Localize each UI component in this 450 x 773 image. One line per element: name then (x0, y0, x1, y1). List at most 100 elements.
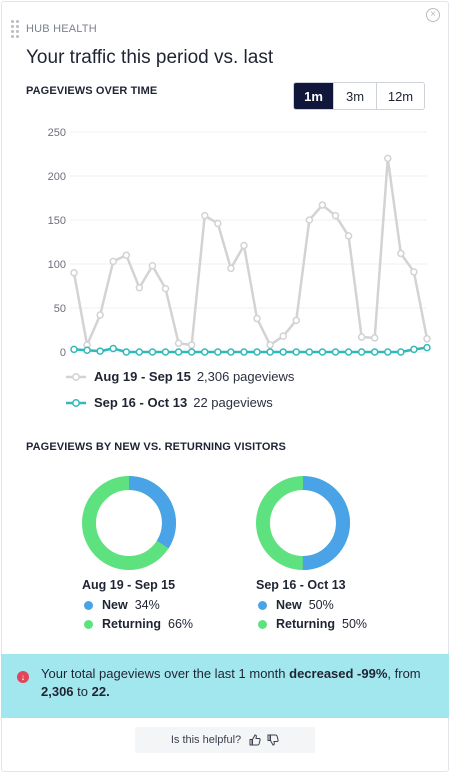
feedback-bar: Is this helpful? (135, 727, 315, 753)
data-point[interactable] (292, 348, 301, 356)
data-point[interactable] (305, 216, 314, 224)
data-point[interactable] (370, 334, 379, 342)
data-point[interactable] (344, 348, 353, 356)
y-tick-label: 100 (48, 259, 66, 271)
data-point[interactable] (266, 348, 274, 356)
data-point[interactable] (423, 335, 431, 343)
banner-text: , from (387, 666, 421, 681)
data-point[interactable] (200, 211, 209, 220)
data-point[interactable] (109, 257, 117, 266)
legend-line-icon (66, 398, 86, 407)
data-point[interactable] (96, 347, 104, 355)
data-point[interactable] (266, 341, 274, 349)
donut-chart-current (256, 476, 350, 570)
data-point[interactable] (109, 344, 117, 353)
data-point[interactable] (122, 348, 131, 356)
data-point[interactable] (161, 348, 170, 356)
data-point[interactable] (70, 345, 78, 354)
data-point[interactable] (357, 333, 366, 341)
new-slice[interactable] (82, 476, 176, 570)
banner-text: to (73, 684, 92, 699)
legend-value: 50% (308, 598, 334, 612)
series-line (72, 157, 429, 347)
range-1m-button[interactable]: 1m (294, 83, 333, 109)
data-point[interactable] (344, 232, 353, 240)
data-point[interactable] (161, 284, 170, 293)
legend-total: 22 pageviews (193, 395, 273, 410)
close-icon[interactable]: × (426, 8, 440, 22)
data-point[interactable] (214, 348, 222, 356)
data-point[interactable] (253, 348, 261, 356)
data-point[interactable] (279, 332, 287, 340)
data-point[interactable] (227, 348, 235, 356)
data-point[interactable] (410, 268, 418, 276)
new-dot-icon (84, 600, 93, 610)
series-line (73, 346, 428, 354)
data-point[interactable] (70, 269, 78, 277)
data-point[interactable] (410, 345, 418, 354)
data-point[interactable] (423, 343, 431, 352)
data-point[interactable] (174, 339, 183, 347)
donut-legend-new: New 50% (258, 598, 334, 612)
data-point[interactable] (214, 219, 222, 228)
thumbs-down-icon[interactable] (267, 734, 279, 746)
range-12m-button[interactable]: 12m (376, 83, 424, 109)
legend-key: New (276, 598, 302, 612)
data-point[interactable] (331, 211, 340, 220)
data-point[interactable] (135, 348, 144, 356)
banner-to-value: 22. (91, 684, 110, 699)
legend-item-current[interactable]: Sep 16 - Oct 13 22 pageviews (66, 395, 273, 410)
data-point[interactable] (83, 346, 91, 354)
donut-caption: Sep 16 - Oct 13 (256, 578, 346, 592)
legend-item-previous[interactable]: Aug 19 - Sep 15 2,306 pageviews (66, 369, 294, 384)
data-point[interactable] (96, 311, 104, 319)
data-point[interactable] (240, 241, 248, 250)
data-point[interactable] (148, 262, 157, 270)
thumbs-up-icon[interactable] (249, 734, 261, 746)
summary-banner: ↓ Your total pageviews over the last 1 m… (1, 654, 449, 718)
card-eyebrow: HUB HEALTH (26, 23, 97, 35)
data-point[interactable] (200, 348, 209, 356)
legend-value: 50% (342, 617, 368, 631)
data-point[interactable] (174, 348, 183, 356)
data-point[interactable] (318, 201, 327, 209)
returning-dot-icon (258, 619, 267, 629)
returning-dot-icon (84, 619, 93, 629)
data-point[interactable] (135, 284, 144, 292)
data-point[interactable] (397, 249, 405, 258)
data-point[interactable] (187, 348, 196, 356)
new-slice[interactable] (256, 476, 350, 570)
data-point[interactable] (331, 348, 340, 356)
data-point[interactable] (253, 314, 261, 323)
data-point[interactable] (305, 348, 314, 356)
data-point[interactable] (384, 348, 392, 356)
banner-from-value: 2,306 (41, 684, 74, 699)
data-point[interactable] (318, 348, 327, 356)
data-point[interactable] (397, 348, 405, 356)
range-3m-button[interactable]: 3m (333, 83, 376, 109)
visitors-section-title: PAGEVIEWS BY NEW VS. RETURNING VISITORS (26, 441, 286, 453)
data-point[interactable] (279, 348, 287, 356)
feedback-question: Is this helpful? (170, 734, 242, 746)
data-point[interactable] (357, 348, 366, 356)
legend-label: Sep 16 - Oct 13 (94, 395, 188, 410)
arrow-down-icon: ↓ (17, 671, 29, 683)
legend-key: Returning (102, 617, 162, 631)
data-point[interactable] (227, 264, 235, 273)
data-point[interactable] (292, 316, 301, 325)
pageviews-line-chart: 0 50 100 150 200 250 (48, 127, 431, 359)
data-point[interactable] (122, 251, 131, 259)
legend-line-icon (66, 372, 86, 381)
legend-value: 66% (168, 617, 194, 631)
drag-handle-icon[interactable] (11, 20, 21, 38)
data-point[interactable] (384, 154, 392, 163)
data-point[interactable] (370, 348, 379, 356)
card-title: Your traffic this period vs. last (26, 47, 274, 68)
data-point[interactable] (187, 341, 196, 349)
donut-caption: Aug 19 - Sep 15 (82, 578, 176, 592)
data-point[interactable] (240, 348, 248, 356)
data-point[interactable] (148, 348, 157, 356)
legend-label: Aug 19 - Sep 15 (94, 369, 191, 384)
legend-key: Returning (276, 617, 336, 631)
y-tick-label: 150 (48, 215, 66, 227)
